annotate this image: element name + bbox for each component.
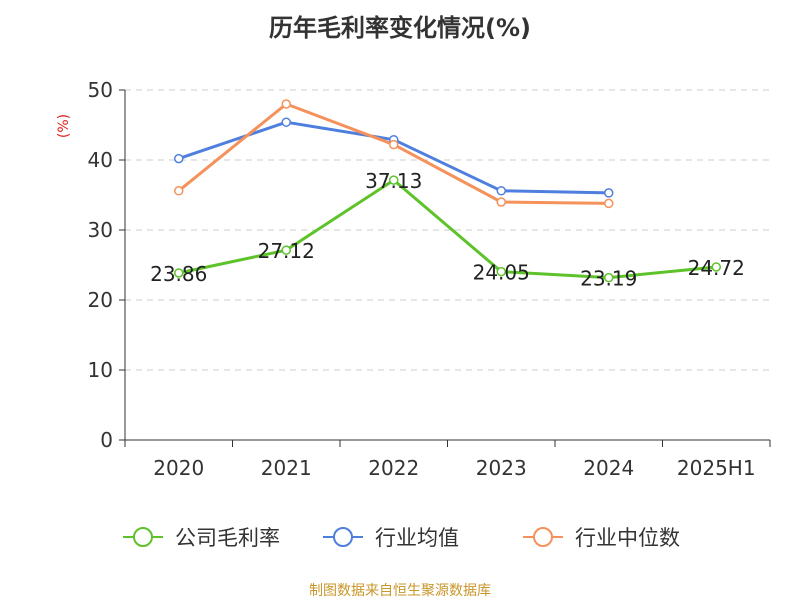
data-label: 37.13 xyxy=(365,169,422,193)
x-tick-label: 2020 xyxy=(153,456,204,480)
y-tick-label: 0 xyxy=(100,428,113,452)
legend-label: 公司毛利率 xyxy=(175,526,280,550)
y-tick-label: 30 xyxy=(88,218,113,242)
x-tick-label: 2024 xyxy=(583,456,634,480)
legend-marker xyxy=(333,527,353,547)
x-tick-label: 2025H1 xyxy=(677,456,756,480)
x-tick-label: 2022 xyxy=(368,456,419,480)
x-tick-label: 2021 xyxy=(261,456,312,480)
legend-label: 行业中位数 xyxy=(575,526,680,550)
legend-marker xyxy=(533,527,553,547)
data-label: 27.12 xyxy=(258,239,315,263)
data-label: 24.72 xyxy=(688,256,745,280)
data-label: 24.05 xyxy=(473,261,530,285)
data-point xyxy=(604,198,614,209)
data-point xyxy=(389,175,399,185)
data-point xyxy=(496,197,506,207)
x-tick-label: 2023 xyxy=(476,456,527,480)
y-tick-label: 10 xyxy=(88,358,113,382)
data-point xyxy=(281,245,291,255)
y-tick-label: 40 xyxy=(88,148,113,172)
y-axis-label: (%) xyxy=(56,114,72,138)
series-line xyxy=(178,178,717,280)
data-point xyxy=(174,186,184,196)
data-point xyxy=(496,266,506,277)
chart-title: 历年毛利率变化情况(%) xyxy=(269,14,531,42)
y-tick-label: 50 xyxy=(88,78,113,102)
data-point xyxy=(604,272,614,283)
data-point xyxy=(174,268,184,278)
data-point xyxy=(389,139,399,150)
data-point xyxy=(604,188,614,198)
data-point xyxy=(496,186,506,196)
data-point xyxy=(281,117,291,127)
legend-marker xyxy=(133,527,153,547)
data-point xyxy=(174,153,184,164)
data-point xyxy=(281,99,291,109)
y-tick-label: 20 xyxy=(88,288,113,312)
source-note: 制图数据来自恒生聚源数据库 xyxy=(309,583,491,599)
data-label: 23.19 xyxy=(580,267,637,291)
legend-label: 行业均值 xyxy=(375,526,459,550)
data-point xyxy=(711,262,721,272)
data-label: 23.86 xyxy=(150,262,207,286)
